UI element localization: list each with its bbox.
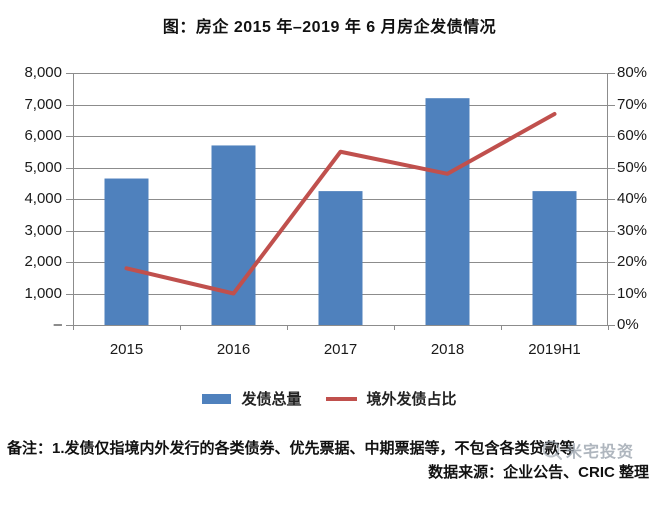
y-right-tick-label: 30% [617, 221, 648, 239]
bar-2018 [425, 98, 470, 325]
y-right-tick-label: 10% [617, 284, 648, 302]
line-series [124, 111, 557, 296]
x-tick-label-2015: 2015 [109, 341, 144, 358]
bar-2016 [211, 145, 256, 325]
y-right-tick-label: 0% [617, 316, 639, 333]
y-left-tick-label: 3,000 [24, 221, 62, 239]
y-left-tick-label: 8,000 [24, 64, 62, 81]
combo-chart: 8,000 7,000 6,000 5,000 4,000 3,000 2,000 1,000… [24, 64, 648, 358]
legend-bar-label: 发债总量 [241, 391, 302, 408]
y-right-tick-label: 70% [617, 95, 648, 113]
legend: 发债总量 境外发债占比 [0, 388, 659, 409]
x-tick-label-2017: 2017 [323, 341, 358, 358]
y-right-tick-label: 40% [617, 190, 648, 207]
y-left-tick-label: 6,000 [24, 127, 62, 144]
legend-bar-swatch-icon [202, 393, 232, 404]
y-left-tick-label: 1,000 [24, 284, 62, 302]
chart-title: 图：房企 2015 年–2019 年 6 月房企发债情况 [162, 19, 497, 36]
x-tick-label-2018: 2018 [430, 341, 465, 358]
source-text: 数据来源：企业公告、CRIC 整理 [428, 464, 649, 481]
y-left-tick-label: 5,000 [24, 158, 62, 176]
y-left-tick-label: 7,000 [24, 95, 62, 113]
bar-2019H1 [532, 191, 577, 325]
x-tick-label-2016: 2016 [216, 341, 251, 358]
bar-2015 [104, 178, 149, 325]
note-text: 备注：1.发债仅指境内外发行的各类债券、优先票据、中期票据等，不包含各类贷款等 [7, 440, 575, 457]
legend-line-swatch-icon [325, 396, 357, 401]
y-right-tick-label: 80% [617, 64, 648, 81]
y-right-tick-label: 50% [617, 158, 648, 176]
y-left-tick-label: – [53, 316, 62, 333]
x-tick-label-2019H1: 2019H1 [528, 341, 581, 358]
plot-area [66, 73, 615, 330]
legend-line-label: 境外发债占比 [366, 391, 457, 408]
bar-2017 [318, 191, 363, 325]
y-right-tick-label: 20% [617, 253, 648, 270]
y-left-tick-label: 4,000 [24, 190, 62, 207]
y-left-tick-label: 2,000 [24, 253, 62, 270]
y-right-tick-label: 60% [617, 127, 648, 144]
